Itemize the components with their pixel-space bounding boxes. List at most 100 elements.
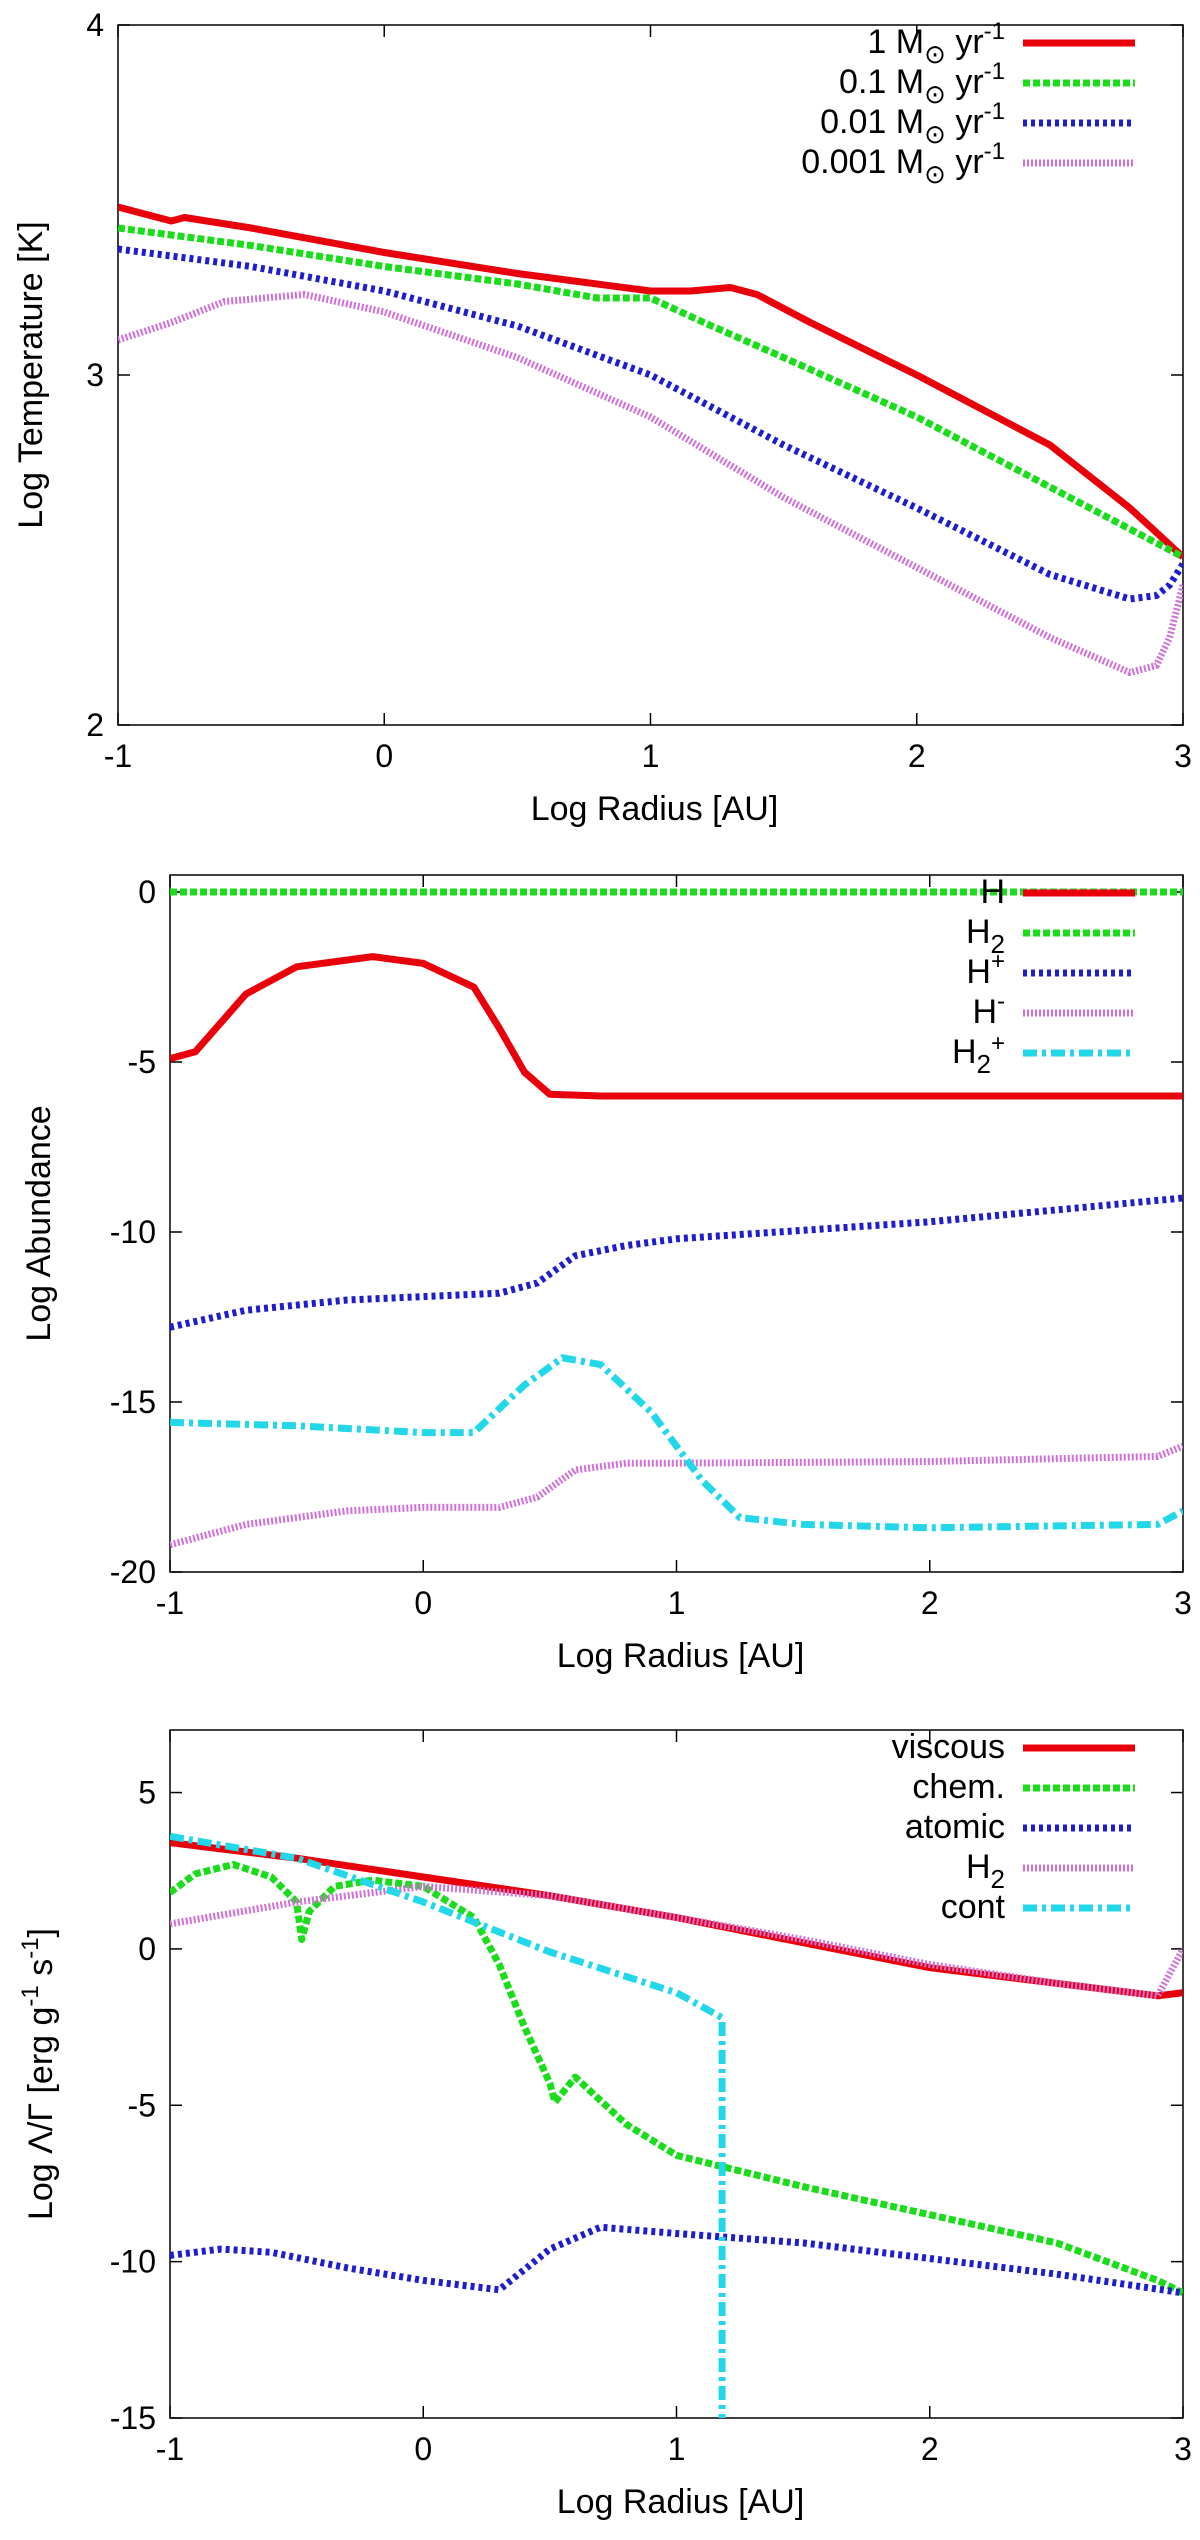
y-axis-label: Log Λ/Γ [erg g-1 s-1] xyxy=(17,1928,60,2220)
legend-label-unit: yr xyxy=(946,143,984,181)
legend-label: viscous xyxy=(892,1728,1005,1766)
legend-label-main: viscous xyxy=(892,1728,1005,1766)
y-tick-label: -15 xyxy=(110,2400,156,2436)
legend-label: 0.1 M⊙ yr-1 xyxy=(839,58,1005,109)
series-line-abundance-2 xyxy=(170,1194,1183,1331)
y-tick-label: -20 xyxy=(110,1554,156,1590)
series-line-abundance-3 xyxy=(170,1442,1183,1549)
x-tick-label: 1 xyxy=(642,738,660,774)
legend-label-sup: - xyxy=(997,988,1005,1015)
plot-frame xyxy=(117,24,1184,726)
y-tick-label: -5 xyxy=(128,1044,156,1080)
x-tick-label: 2 xyxy=(921,2431,939,2467)
legend-label-main: H xyxy=(966,953,991,991)
y-tick-label: -5 xyxy=(128,2087,156,2123)
legend-label-sup: -1 xyxy=(984,18,1005,45)
y-tick-label: -10 xyxy=(110,1214,156,1250)
x-tick-label: 2 xyxy=(921,1585,939,1621)
y-tick-label: 2 xyxy=(86,707,104,743)
legend-label-unit: yr xyxy=(946,63,984,101)
legend-label-sub: 2 xyxy=(991,929,1005,959)
x-tick-label: 0 xyxy=(414,1585,432,1621)
legend-label-sub: ⊙ xyxy=(924,39,946,69)
x-tick-label: -1 xyxy=(104,738,132,774)
legend-label-main: H xyxy=(972,993,997,1031)
x-axis-label: Log Radius [AU] xyxy=(557,2483,805,2521)
y-label-sup: -1 xyxy=(17,1985,44,2006)
y-tick-label: 5 xyxy=(138,1775,156,1811)
legend-label-sup: -1 xyxy=(984,138,1005,165)
legend-label: 0.001 M⊙ yr-1 xyxy=(801,138,1005,189)
x-tick-label: 1 xyxy=(668,2431,686,2467)
legend-label: H+ xyxy=(966,948,1005,991)
series-line-temperature-1 xyxy=(118,224,1183,561)
series-line-abundance-4 xyxy=(170,1354,1183,1532)
legend-label-main: 0.1 M xyxy=(839,63,924,101)
legend-label-sup: -1 xyxy=(984,98,1005,125)
x-tick-label: 0 xyxy=(375,738,393,774)
y-label-part: ] xyxy=(22,1928,60,1937)
plot-frame xyxy=(169,1729,1184,2419)
legend-label-unit: yr xyxy=(946,23,984,61)
x-axis-label: Log Radius [AU] xyxy=(531,790,779,828)
x-axis-label: Log Radius [AU] xyxy=(557,1637,805,1675)
legend-label-main: chem. xyxy=(912,1768,1005,1806)
y-label-part: s xyxy=(22,1959,60,1985)
x-tick-label: 3 xyxy=(1174,1585,1192,1621)
series-line-temperature-2 xyxy=(118,245,1183,603)
y-tick-label: -15 xyxy=(110,1384,156,1420)
legend-label-sup: -1 xyxy=(984,58,1005,85)
chart-temperature: -1 0 1 2 3 2 3 4 Log Radius [AU] Log Temperature … xyxy=(12,7,1192,828)
legend-label-sub: ⊙ xyxy=(924,79,946,109)
legend-label-main: H xyxy=(980,873,1005,911)
x-tick-label: 2 xyxy=(908,738,926,774)
x-tick-label: 1 xyxy=(668,1585,686,1621)
x-tick-label: 0 xyxy=(414,2431,432,2467)
series-line-heating-cooling-1 xyxy=(170,1861,1183,2297)
legend-label-main: H xyxy=(966,913,991,951)
y-tick-label: 4 xyxy=(86,7,104,43)
legend-label: 0.01 M⊙ yr-1 xyxy=(820,98,1005,149)
plot-frame xyxy=(169,874,1184,1573)
y-axis-label: Log Temperature [K] xyxy=(12,221,50,528)
legend-label-main: 0.01 M xyxy=(820,103,924,141)
legend-label-unit: yr xyxy=(946,103,984,141)
x-tick-label: -1 xyxy=(156,2431,184,2467)
y-axis-label: Log Abundance xyxy=(20,1105,58,1341)
legend-label: 1 M⊙ yr-1 xyxy=(867,18,1005,69)
x-tick-label: 3 xyxy=(1174,738,1192,774)
y-tick-label: 0 xyxy=(138,1931,156,1967)
legend-label: atomic xyxy=(905,1808,1005,1846)
legend-label-main: 1 M xyxy=(867,23,924,61)
legend-label-main: H xyxy=(952,1033,977,1071)
y-tick-label: -10 xyxy=(110,2244,156,2280)
legend-label: chem. xyxy=(912,1768,1005,1806)
legend-label-main: 0.001 M xyxy=(801,143,924,181)
legend-label-sub: ⊙ xyxy=(924,159,946,189)
legend-label: H xyxy=(980,873,1005,911)
y-tick-label: 0 xyxy=(138,874,156,910)
y-tick-label: 3 xyxy=(86,357,104,393)
series-line-heating-cooling-3 xyxy=(170,1882,1183,2000)
legend-label: H- xyxy=(972,988,1005,1031)
legend-label-main: H xyxy=(966,1848,991,1886)
y-label-part: Log Λ/Γ [erg g xyxy=(22,2007,60,2220)
series-line-temperature-3 xyxy=(118,291,1183,676)
legend-label-sup: + xyxy=(991,948,1005,975)
legend-label: H2 xyxy=(966,1848,1005,1894)
legend-label-main: cont xyxy=(941,1888,1006,1926)
legend-label-sub: ⊙ xyxy=(924,119,946,149)
x-tick-label: 3 xyxy=(1174,2431,1192,2467)
series-line-heating-cooling-4 xyxy=(170,1832,726,2418)
legend-label-sup: + xyxy=(991,1030,1005,1057)
series-line-temperature-0 xyxy=(118,203,1183,560)
legend-label: cont xyxy=(941,1888,1006,1926)
legend-label: H2 xyxy=(966,913,1005,959)
legend-label-main: atomic xyxy=(905,1808,1005,1846)
legend-label-sub: 2 xyxy=(991,1864,1005,1894)
legend-label: H2+ xyxy=(952,1030,1005,1079)
series-line-abundance-0 xyxy=(170,953,1183,1100)
